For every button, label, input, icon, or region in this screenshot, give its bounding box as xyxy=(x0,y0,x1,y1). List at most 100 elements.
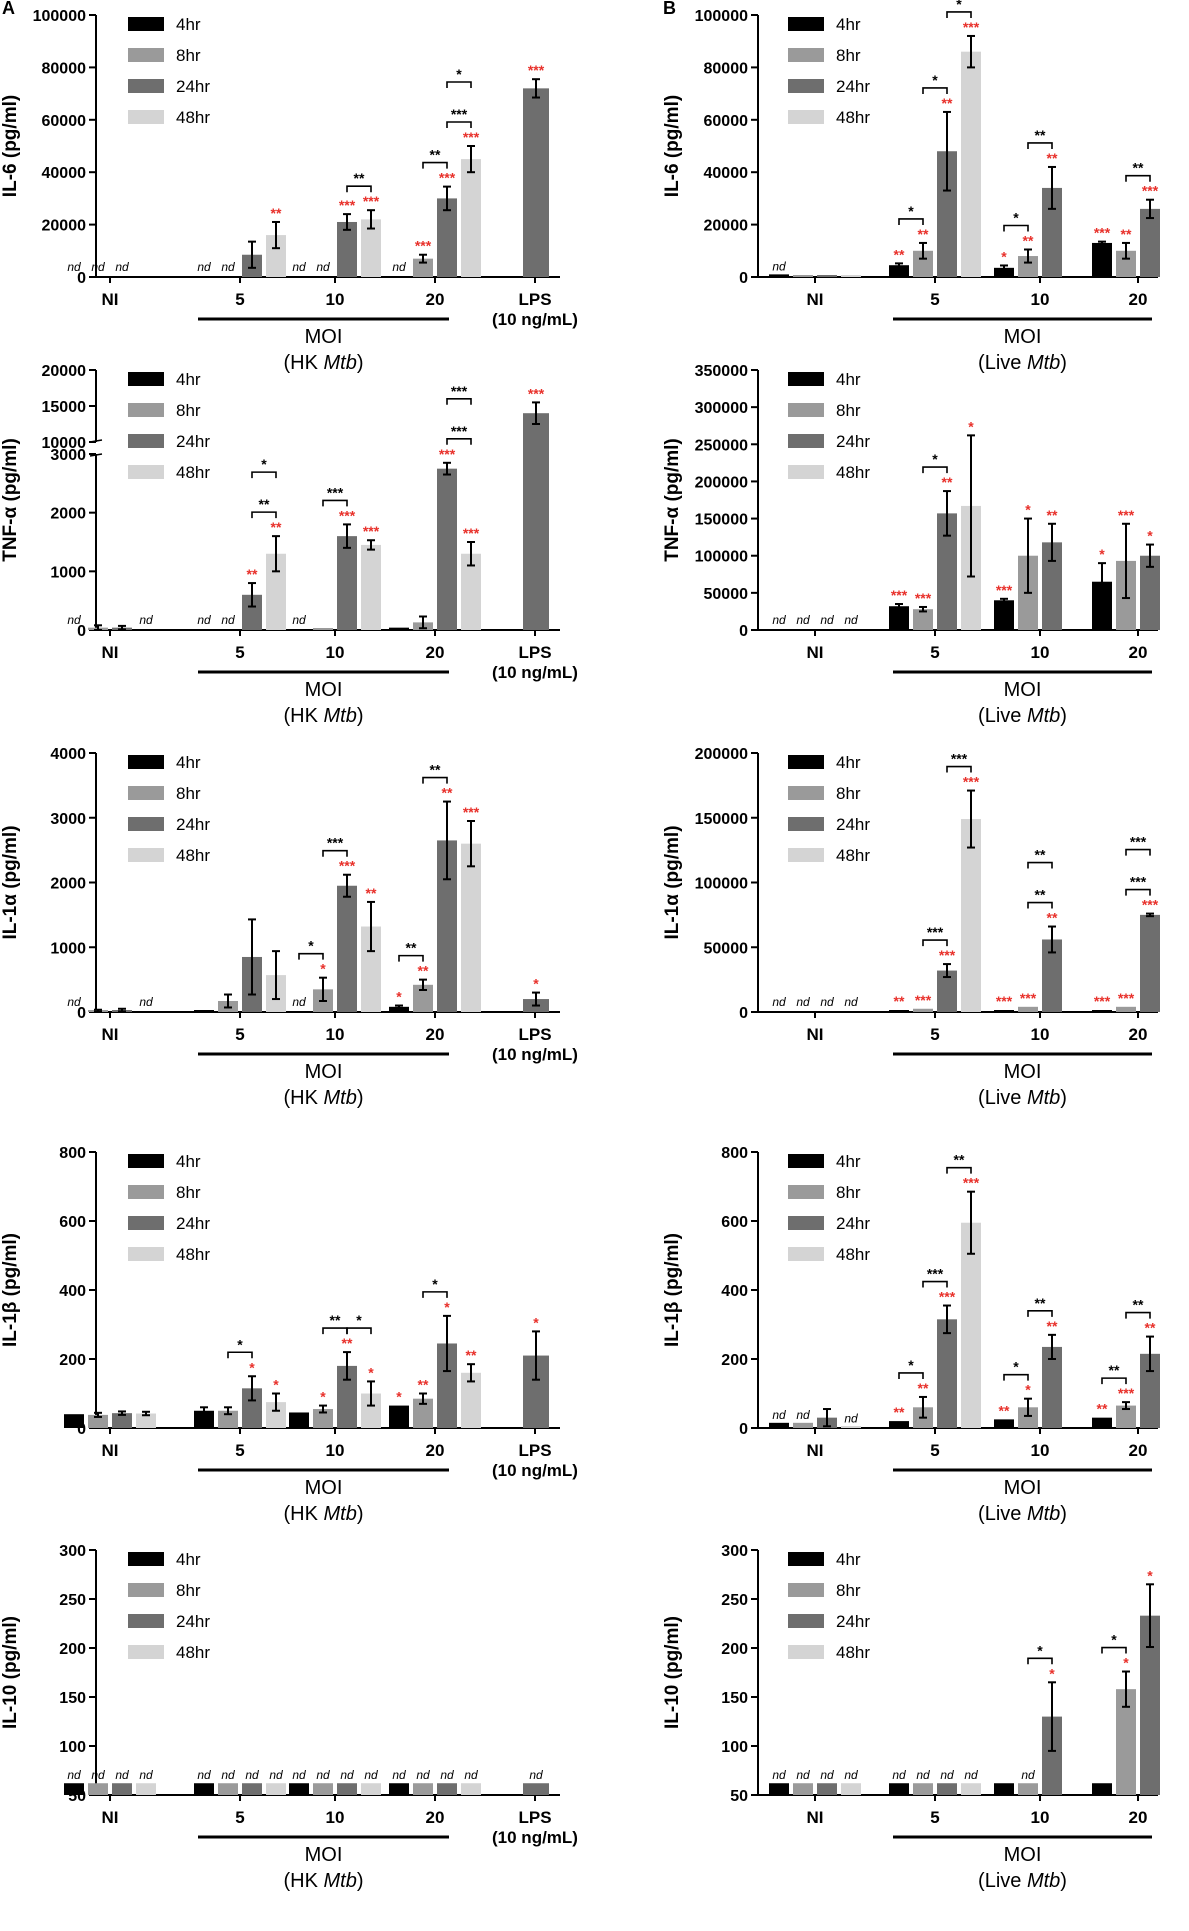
significance-star: ** xyxy=(1097,1401,1108,1417)
significance-star: ** xyxy=(894,246,905,262)
moi-sub-mtb: Mtb xyxy=(323,1503,356,1525)
legend-label-48hr: 48hr xyxy=(836,1643,870,1662)
significance-bracket xyxy=(1027,142,1053,149)
bar-8hr xyxy=(793,275,813,277)
legend-swatch-4hr xyxy=(788,1154,824,1168)
y-tick-label: 800 xyxy=(59,1145,86,1162)
y-tick-label: 350000 xyxy=(695,363,748,380)
bar-8hr xyxy=(413,984,433,1012)
nd-label: nd xyxy=(820,1768,834,1782)
moi-sub-close: ) xyxy=(1060,1087,1067,1109)
significance-bracket xyxy=(446,121,472,128)
bar-24hr xyxy=(437,1783,457,1795)
legend-label-48hr: 48hr xyxy=(176,1643,210,1662)
nd-label: nd xyxy=(91,260,105,274)
category-label: LPS xyxy=(518,1808,551,1827)
bar-4hr xyxy=(194,1410,214,1428)
significance-star: * xyxy=(1049,1665,1055,1681)
legend-swatch-4hr xyxy=(128,1154,164,1168)
significance-bracket xyxy=(422,161,448,169)
bar-8hr xyxy=(913,1008,933,1012)
moi-sub-label: (HK Mtb) xyxy=(283,1870,363,1892)
bracket-star: * xyxy=(956,0,962,12)
moi-sub-mtb: Mtb xyxy=(1027,1087,1060,1109)
legend-swatch-8hr xyxy=(128,48,164,62)
nd-label: nd xyxy=(292,613,306,627)
legend-swatch-24hr xyxy=(128,1216,164,1230)
legend-label-4hr: 4hr xyxy=(176,1550,201,1569)
moi-sub-mtb: Mtb xyxy=(323,1870,356,1892)
y-tick-label: 20000 xyxy=(42,363,87,380)
nd-label: nd xyxy=(844,613,858,627)
significance-bracket xyxy=(398,954,424,962)
y-tick-label: 80000 xyxy=(42,60,87,77)
moi-sub-label: (HK Mtb) xyxy=(283,705,363,727)
significance-star: ** xyxy=(942,474,953,490)
moi-sub-prefix: (Live xyxy=(978,1870,1027,1892)
bar-4hr xyxy=(994,267,1014,277)
y-tick-label: 300 xyxy=(59,1543,86,1560)
nd-label: nd xyxy=(796,1768,810,1782)
chart-B_TNF: 0 50000 100000 150000 200000 250000 300000 3500… xyxy=(662,363,1160,727)
bar-48hr xyxy=(461,159,481,277)
category-label: LPS xyxy=(518,290,551,309)
significance-bracket xyxy=(946,765,972,773)
bar-48hr xyxy=(361,1783,381,1795)
significance-star: * xyxy=(320,1389,326,1405)
bracket-star: *** xyxy=(927,1266,944,1282)
y-tick-label: 300000 xyxy=(695,400,748,417)
legend-label-48hr: 48hr xyxy=(176,463,210,482)
significance-star: *** xyxy=(463,129,480,145)
moi-sub-prefix: (Live xyxy=(978,705,1027,727)
legend-label-8hr: 8hr xyxy=(176,1581,201,1600)
bar-4hr xyxy=(389,1405,409,1428)
significance-star: * xyxy=(533,1314,539,1330)
significance-star: *** xyxy=(963,1175,980,1191)
moi-sub-label: (HK Mtb) xyxy=(283,352,363,374)
lps-dose-label: (10 ng/mL) xyxy=(492,1045,578,1064)
bar-8hr xyxy=(1116,1006,1136,1012)
y-tick-label: 250000 xyxy=(695,437,748,454)
bar-8hr xyxy=(218,1783,238,1795)
legend-swatch-24hr xyxy=(128,79,164,93)
significance-star: * xyxy=(320,961,326,977)
category-label: 10 xyxy=(326,1025,345,1044)
legend-swatch-4hr xyxy=(128,372,164,386)
y-tick-label: 0 xyxy=(739,623,748,640)
moi-label: MOI xyxy=(1004,679,1042,701)
legend-swatch-24hr xyxy=(788,79,824,93)
bar-4hr xyxy=(1092,242,1112,277)
y-tick-label: 100000 xyxy=(33,8,86,25)
bar-8hr xyxy=(793,1422,813,1428)
bar-24hr xyxy=(937,151,957,277)
nd-label: nd xyxy=(67,995,81,1009)
nd-label: nd xyxy=(340,1768,354,1782)
nd-label: nd xyxy=(197,260,211,274)
legend-label-24hr: 24hr xyxy=(176,1214,210,1233)
legend-label-4hr: 4hr xyxy=(836,370,861,389)
significance-bracket xyxy=(1125,174,1151,182)
bar-24hr xyxy=(817,1783,837,1795)
y-axis-title: TNF-α (pg/ml) xyxy=(0,438,21,562)
significance-star: ** xyxy=(1023,232,1034,248)
bracket-star: *** xyxy=(327,484,344,500)
legend-swatch-4hr xyxy=(128,17,164,31)
bracket-star: * xyxy=(432,1276,438,1292)
category-label: NI xyxy=(807,1441,824,1460)
legend-swatch-8hr xyxy=(788,786,824,800)
category-label: NI xyxy=(807,1025,824,1044)
moi-sub-close: ) xyxy=(357,1087,364,1109)
bar-48hr xyxy=(461,1372,481,1428)
bar-8hr xyxy=(1116,1405,1136,1428)
bar-4hr xyxy=(994,600,1014,630)
moi-sub-mtb: Mtb xyxy=(323,1087,356,1109)
y-tick-label: 150 xyxy=(721,1690,748,1707)
bracket-star: ** xyxy=(330,1312,341,1328)
y-tick-label: 600 xyxy=(721,1214,748,1231)
bar-48hr xyxy=(136,1413,156,1428)
bar-48hr xyxy=(266,1783,286,1795)
significance-star: * xyxy=(533,976,539,992)
nd-label: nd xyxy=(844,995,858,1009)
